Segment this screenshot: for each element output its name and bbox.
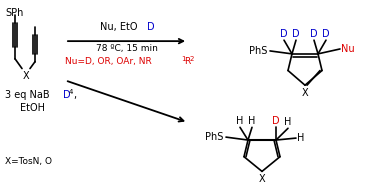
Text: SPh: SPh (5, 8, 23, 18)
Text: X=TosN, O: X=TosN, O (5, 157, 52, 166)
Text: X: X (23, 71, 29, 81)
Text: PhS: PhS (249, 46, 267, 56)
Text: 1: 1 (181, 56, 186, 62)
Text: D: D (147, 23, 155, 32)
Text: 2: 2 (190, 56, 194, 62)
Text: 4: 4 (69, 89, 73, 95)
Text: H: H (297, 133, 304, 143)
Text: X: X (302, 88, 308, 98)
Text: Nu=D, OR, OAr, NR: Nu=D, OR, OAr, NR (65, 57, 152, 66)
Text: D: D (272, 116, 280, 126)
Text: D: D (322, 29, 330, 39)
Text: Nu, EtO: Nu, EtO (100, 23, 138, 32)
Text: EtOH: EtOH (20, 103, 45, 113)
Text: X: X (259, 174, 265, 184)
Text: ,: , (73, 90, 76, 100)
Text: H: H (236, 116, 244, 126)
Text: D: D (280, 29, 288, 39)
Text: Nu: Nu (341, 44, 355, 54)
Text: D: D (63, 90, 71, 100)
Text: PhS: PhS (204, 132, 223, 142)
Text: 3 eq NaB: 3 eq NaB (5, 90, 50, 100)
Text: H: H (284, 117, 292, 127)
Text: 78 ºC, 15 min: 78 ºC, 15 min (96, 44, 158, 53)
Text: R: R (184, 57, 190, 66)
Text: H: H (248, 116, 256, 126)
Text: D: D (292, 29, 300, 39)
Text: D: D (310, 29, 318, 39)
